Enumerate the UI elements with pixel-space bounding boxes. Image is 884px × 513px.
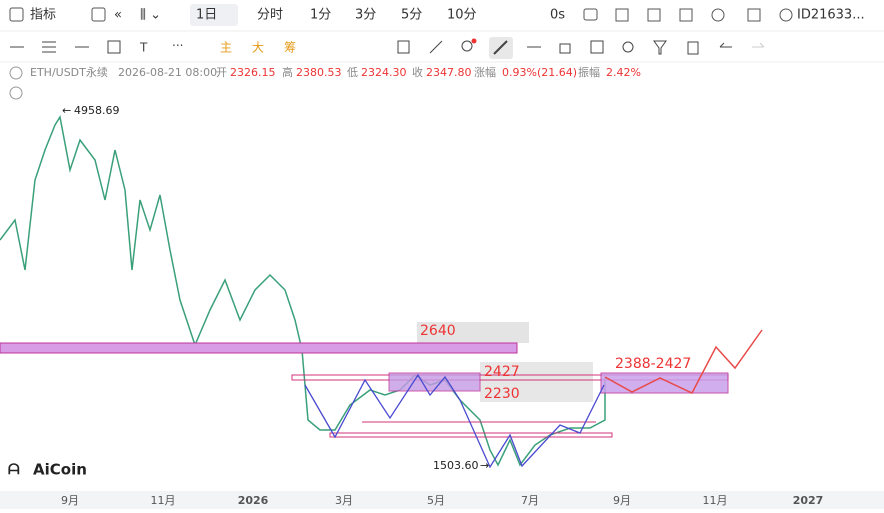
label: 高 xyxy=(282,65,293,79)
label: 振幅 xyxy=(578,65,600,79)
icon[interactable] xyxy=(615,8,629,22)
high-label: 4958.69 xyxy=(74,104,120,117)
wave-path xyxy=(304,373,605,469)
icon[interactable] xyxy=(711,8,725,22)
value: 2380.53 xyxy=(296,66,342,79)
logo: AiCoin xyxy=(33,461,87,479)
icon[interactable] xyxy=(747,8,761,22)
zone xyxy=(480,362,593,402)
target-label: 2388-2427 xyxy=(615,356,691,372)
tool[interactable]: 筹 xyxy=(284,41,296,55)
label: 开 xyxy=(216,66,227,79)
value: 2324.30 xyxy=(361,66,407,79)
icon[interactable] xyxy=(679,8,693,22)
symbol: ETH/USDT永续 xyxy=(30,65,108,79)
tool[interactable]: 大 xyxy=(252,41,264,55)
icon[interactable] xyxy=(779,8,793,22)
time: 2026-08-21 08:00 xyxy=(118,66,217,79)
high-marker: ← xyxy=(62,104,71,117)
interval-option[interactable]: 3分 xyxy=(355,8,376,23)
info-line: ETH/USDT永续 2026-08-21 08:00 开 2326.15 高 … xyxy=(9,65,641,100)
tool[interactable]: 主 xyxy=(220,41,232,55)
toolbar xyxy=(0,0,884,31)
value: 0.93%(21.64) xyxy=(502,66,577,79)
support-line xyxy=(329,432,613,438)
interval[interactable]: 1日 xyxy=(196,8,217,23)
interval-option[interactable]: 分时 xyxy=(257,8,283,23)
icon[interactable] xyxy=(9,86,23,100)
projection-path xyxy=(604,329,763,394)
icon[interactable]: ⫼ ⌄ xyxy=(140,8,161,23)
interval-option[interactable]: 5分 xyxy=(401,8,422,23)
icon[interactable] xyxy=(91,7,106,22)
label: 低 xyxy=(347,66,358,79)
x-tick-label: 2026 xyxy=(238,494,269,507)
level-label: 2427 xyxy=(484,364,520,380)
price-line xyxy=(0,114,606,467)
value: 2.42% xyxy=(606,66,641,79)
svg-text:···: ··· xyxy=(172,39,183,53)
icon[interactable] xyxy=(9,66,23,80)
label: 收 xyxy=(412,65,423,79)
icon[interactable] xyxy=(9,7,24,22)
label: 涨幅 xyxy=(474,66,496,79)
x-tick-label: 3月 xyxy=(335,494,353,507)
x-tick-label: 11月 xyxy=(703,494,728,507)
logo-icon: ᗩ xyxy=(8,462,20,478)
low-label: 1503.60 xyxy=(433,459,479,472)
low-marker: → xyxy=(480,459,489,472)
level-label: 2230 xyxy=(484,386,520,402)
interval-box[interactable] xyxy=(190,4,238,26)
interval-option[interactable]: 1分 xyxy=(310,8,331,23)
value: 2347.80 xyxy=(426,66,472,79)
zone xyxy=(417,322,529,343)
x-tick-label: 5月 xyxy=(427,494,445,507)
icon[interactable] xyxy=(583,8,598,21)
x-tick-label: 9月 xyxy=(613,494,631,507)
zone xyxy=(388,372,481,392)
zone xyxy=(0,342,518,354)
interval-option[interactable]: 10分 xyxy=(447,8,477,23)
icon[interactable] xyxy=(647,8,661,22)
indicator-button[interactable]: 指标 xyxy=(30,8,56,23)
value: 2326.15 xyxy=(230,66,276,79)
x-axis xyxy=(0,491,884,509)
zone xyxy=(600,372,729,394)
badge xyxy=(471,38,477,44)
tool-icons[interactable]: T ··· xyxy=(10,37,765,59)
account[interactable]: ID21633... xyxy=(797,8,865,23)
svg-text:T: T xyxy=(139,41,148,55)
x-tick-label: 9月 xyxy=(61,494,79,507)
x-tick-label: 11月 xyxy=(151,494,176,507)
level-label: 2640 xyxy=(420,323,456,339)
x-tick-label: 2027 xyxy=(793,494,824,507)
icon[interactable]: « xyxy=(114,8,122,23)
timer[interactable]: 0s xyxy=(550,8,565,23)
x-tick-label: 7月 xyxy=(521,494,539,507)
